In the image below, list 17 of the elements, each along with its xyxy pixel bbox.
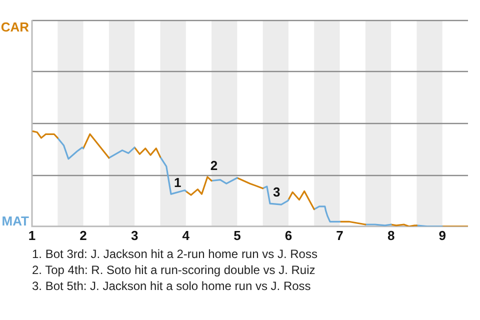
x-tick-label: 4 (182, 228, 190, 243)
annotation: 3 (273, 184, 280, 200)
x-tick-label: 1 (28, 228, 36, 243)
x-tick-label: 7 (336, 228, 344, 243)
x-tick-label: 3 (130, 228, 138, 243)
x-tick-label: 5 (234, 228, 241, 243)
text: 3. Bot 5th: J. Jackson hit a solo home run vs J. Ross (32, 278, 312, 294)
x-tick-label: 2 (80, 228, 87, 243)
text: CAR (0, 20, 30, 35)
text: MAT (2, 213, 30, 228)
annotation: 1 (174, 175, 182, 190)
x-tick-label: 6 (284, 228, 292, 243)
x-tick-label: 8 (387, 228, 395, 243)
text: 1. Bot 3rd: J. Jackson hit a 2-run home run vs J. Ross (32, 246, 318, 262)
text: 2. Top 4th: R. Soto hit a run-scoring double vs J. Ruiz (32, 262, 316, 278)
x-tick-label: 9 (438, 228, 446, 243)
annotation: 2 (210, 158, 218, 174)
